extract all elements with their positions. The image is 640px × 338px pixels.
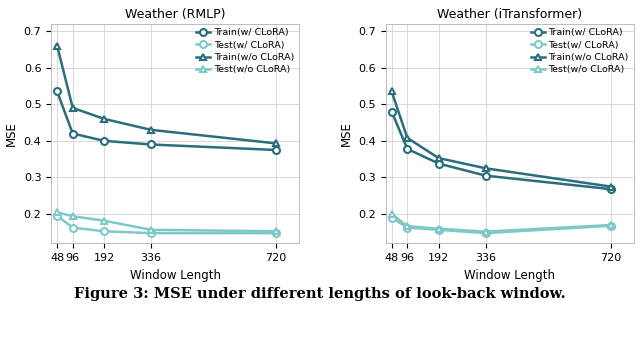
Test(w/o CLoRA)	[53, 210, 61, 214]
Train(w/o CLoRA)	[147, 128, 155, 132]
Train(w/ CLoRA)	[147, 143, 155, 147]
Line: Train(w/ CLoRA): Train(w/ CLoRA)	[388, 108, 614, 193]
Test(w/o CLoRA)	[435, 227, 442, 231]
Test(w/o CLoRA)	[607, 223, 614, 227]
Train(w/ CLoRA)	[69, 131, 77, 136]
Train(w/ CLoRA)	[403, 147, 411, 151]
Legend: Train(w/ CLoRA), Test(w/ CLoRA), Train(w/o CLoRA), Test(w/o CLoRA): Train(w/ CLoRA), Test(w/ CLoRA), Train(w…	[528, 26, 632, 77]
Train(w/ CLoRA)	[273, 148, 280, 152]
Line: Train(w/o CLoRA): Train(w/o CLoRA)	[54, 42, 280, 147]
Line: Train(w/ CLoRA): Train(w/ CLoRA)	[54, 88, 280, 153]
Test(w/o CLoRA)	[147, 228, 155, 232]
Test(w/ CLoRA)	[388, 216, 396, 220]
Test(w/ CLoRA)	[403, 225, 411, 230]
Test(w/ CLoRA)	[482, 231, 490, 235]
Line: Train(w/o CLoRA): Train(w/o CLoRA)	[388, 88, 614, 190]
Y-axis label: MSE: MSE	[5, 121, 18, 146]
Test(w/ CLoRA)	[607, 224, 614, 228]
Train(w/o CLoRA)	[53, 44, 61, 48]
Y-axis label: MSE: MSE	[340, 121, 353, 146]
Train(w/ CLoRA)	[100, 139, 108, 143]
Test(w/o CLoRA)	[403, 224, 411, 228]
Text: Figure 3: MSE under different lengths of look-back window.: Figure 3: MSE under different lengths of…	[74, 287, 566, 301]
Test(w/ CLoRA)	[100, 229, 108, 233]
Line: Test(w/ CLoRA): Test(w/ CLoRA)	[388, 214, 614, 237]
Test(w/o CLoRA)	[388, 212, 396, 216]
Train(w/ CLoRA)	[53, 89, 61, 93]
Line: Test(w/ CLoRA): Test(w/ CLoRA)	[54, 212, 280, 237]
Train(w/o CLoRA)	[482, 166, 490, 170]
Train(w/ CLoRA)	[482, 174, 490, 178]
Test(w/ CLoRA)	[69, 225, 77, 230]
Test(w/ CLoRA)	[273, 231, 280, 235]
Test(w/ CLoRA)	[435, 228, 442, 232]
X-axis label: Window Length: Window Length	[130, 269, 221, 282]
Train(w/ CLoRA)	[388, 110, 396, 114]
Train(w/o CLoRA)	[607, 185, 614, 189]
Test(w/ CLoRA)	[53, 214, 61, 218]
Test(w/ CLoRA)	[147, 231, 155, 235]
Train(w/o CLoRA)	[403, 136, 411, 140]
Train(w/ CLoRA)	[435, 162, 442, 166]
Train(w/ CLoRA)	[607, 187, 614, 191]
Title: Weather (RMLP): Weather (RMLP)	[125, 8, 225, 21]
X-axis label: Window Length: Window Length	[464, 269, 555, 282]
Train(w/o CLoRA)	[388, 89, 396, 93]
Test(w/o CLoRA)	[482, 230, 490, 234]
Train(w/o CLoRA)	[100, 117, 108, 121]
Test(w/o CLoRA)	[273, 229, 280, 233]
Test(w/o CLoRA)	[69, 214, 77, 218]
Line: Test(w/o CLoRA): Test(w/o CLoRA)	[54, 209, 280, 235]
Train(w/o CLoRA)	[435, 156, 442, 160]
Test(w/o CLoRA)	[100, 219, 108, 223]
Line: Test(w/o CLoRA): Test(w/o CLoRA)	[388, 211, 614, 235]
Legend: Train(w/ CLoRA), Test(w/ CLoRA), Train(w/o CLoRA), Test(w/o CLoRA): Train(w/ CLoRA), Test(w/ CLoRA), Train(w…	[193, 26, 297, 77]
Train(w/o CLoRA)	[69, 106, 77, 110]
Train(w/o CLoRA)	[273, 141, 280, 145]
Title: Weather (iTransformer): Weather (iTransformer)	[437, 8, 582, 21]
